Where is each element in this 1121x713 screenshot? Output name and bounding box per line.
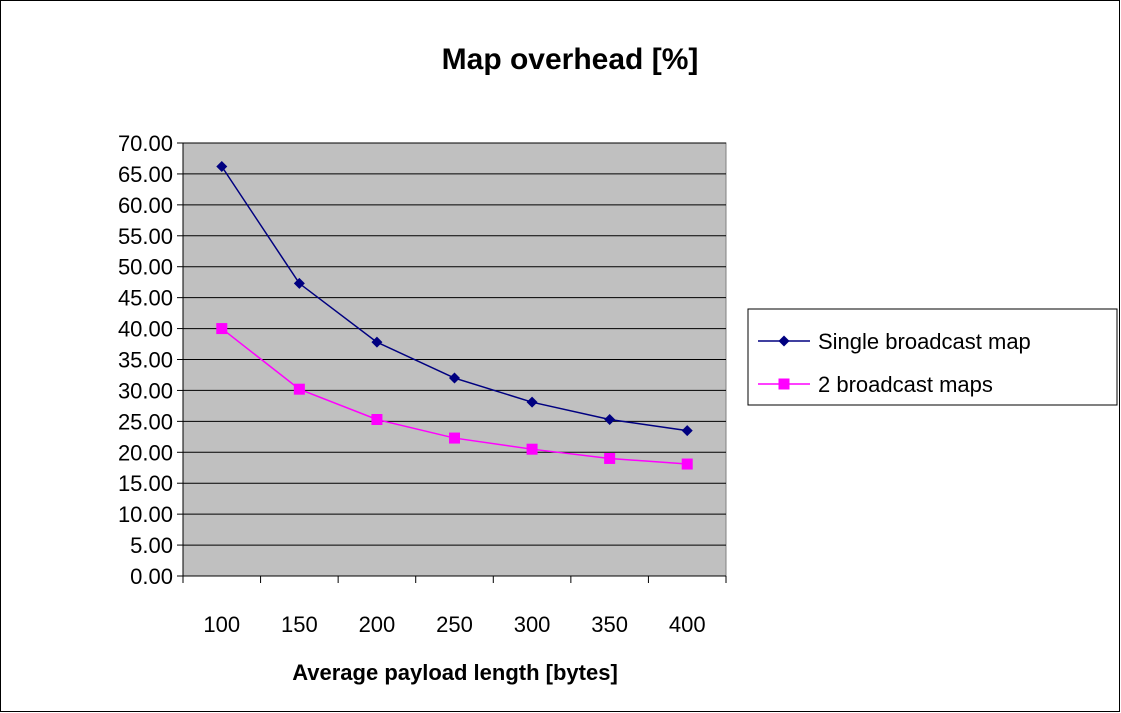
x-tick-label: 250 (436, 612, 473, 637)
data-point-marker (604, 414, 616, 426)
x-tick-label: 300 (514, 612, 551, 637)
data-point-marker (449, 372, 460, 384)
legend-entry: 2 broadcast maps (758, 372, 993, 397)
series-1 (216, 161, 693, 437)
y-tick-label: 35.00 (118, 348, 173, 373)
data-point-marker (216, 161, 228, 173)
y-tick-label: 40.00 (118, 317, 173, 342)
data-point-marker (526, 443, 538, 455)
y-tick-label: 15.00 (118, 471, 173, 496)
y-tick-label: 45.00 (118, 286, 173, 311)
y-tick-label: 50.00 (118, 255, 173, 280)
y-tick-label: 65.00 (118, 162, 173, 187)
legend-label: Single broadcast map (818, 329, 1031, 354)
data-point-marker (604, 452, 616, 464)
legend-marker (778, 335, 790, 347)
legend: Single broadcast map 2 broadcast maps (747, 308, 1118, 406)
x-tick-label: 150 (281, 612, 318, 637)
y-tick-label: 30.00 (118, 378, 173, 403)
data-point-marker (371, 336, 383, 348)
grid-lines (183, 142, 726, 546)
y-tick-labels: 0.00 5.00 10.00 15.00 20.00 25.00 30.00 35.00 40… (118, 131, 173, 589)
data-point-marker (293, 277, 305, 289)
x-tick-label: 350 (591, 612, 628, 637)
y-tick-label: 10.00 (118, 502, 173, 527)
data-point-marker (526, 396, 538, 408)
legend-marker (778, 378, 790, 390)
x-axis-title: Average payload length [bytes] (292, 660, 618, 685)
data-point-marker (449, 432, 460, 444)
x-tick-label: 100 (203, 612, 240, 637)
series-2 (216, 323, 693, 470)
data-point-marker (681, 425, 693, 437)
legend-entry: Single broadcast map (758, 329, 1031, 354)
x-tick-labels: 100 150 200 250 300 350 400 (203, 612, 705, 637)
data-point-marker (371, 414, 383, 426)
axes (177, 142, 727, 583)
chart-title: Map overhead [%] (442, 43, 699, 76)
y-tick-label: 25.00 (118, 409, 173, 434)
y-tick-label: 70.00 (118, 131, 173, 156)
y-tick-label: 55.00 (118, 224, 173, 249)
series-group (216, 161, 693, 470)
legend-label: 2 broadcast maps (818, 372, 993, 397)
x-tick-label: 400 (669, 612, 706, 637)
data-point-marker (293, 383, 305, 395)
y-tick-label: 60.00 (118, 193, 173, 218)
y-tick-label: 5.00 (130, 533, 173, 558)
y-tick-label: 20.00 (118, 440, 173, 465)
y-tick-label: 0.00 (130, 564, 173, 589)
data-point-marker (216, 323, 228, 335)
legend-box (747, 308, 1118, 406)
x-tick-label: 200 (359, 612, 396, 637)
data-point-marker (681, 458, 693, 470)
